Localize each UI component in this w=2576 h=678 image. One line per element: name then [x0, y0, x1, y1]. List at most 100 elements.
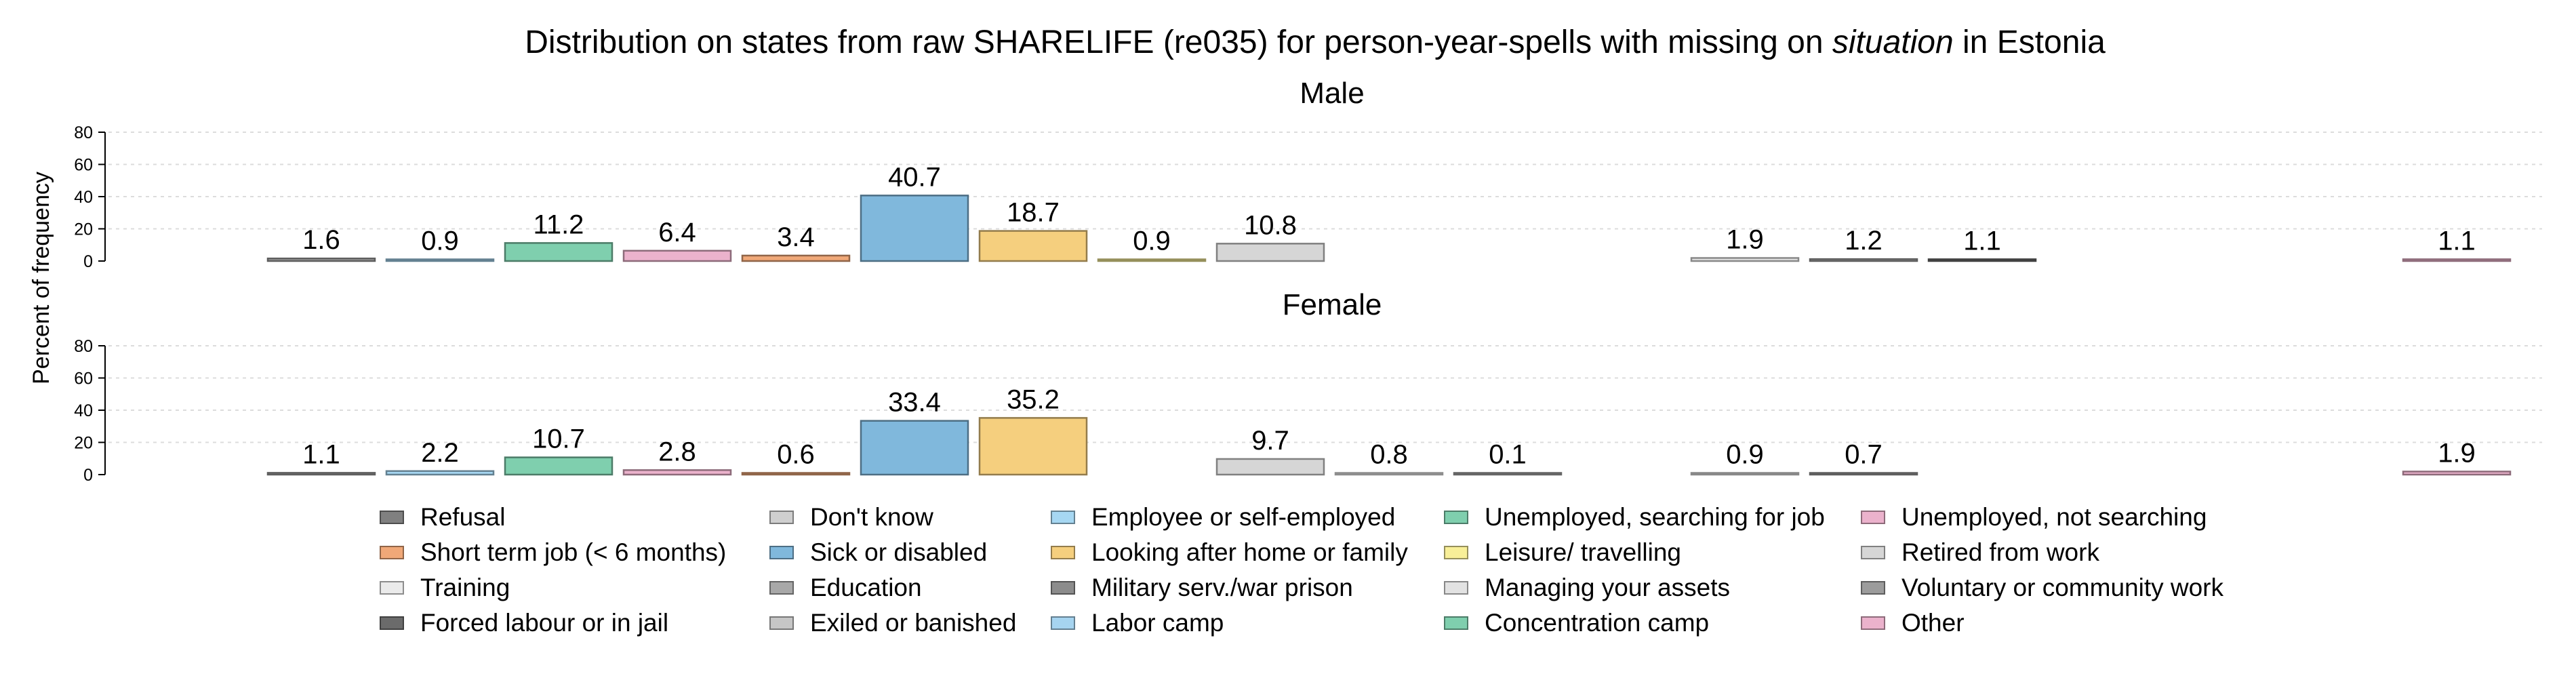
legend-label: Voluntary or community work	[1901, 574, 2224, 601]
legend-swatch	[380, 616, 404, 630]
chart-title-prefix: Distribution on states from raw SHARELIF…	[525, 24, 1832, 60]
data-label-male-5: 40.7	[888, 162, 941, 192]
legend-item: Unemployed, not searching	[1861, 500, 2207, 534]
legend-item: Refusal	[380, 500, 505, 534]
legend-item: Sick or disabled	[769, 536, 987, 570]
y-axis-label: Percent of frequency	[28, 172, 54, 384]
bar-female-9	[1334, 472, 1444, 476]
data-label-female-4: 0.6	[777, 440, 815, 470]
y-tick-label: 40	[74, 401, 93, 420]
legend-label: Sick or disabled	[810, 538, 988, 566]
chart-panels: Male 0 20 40 60 80 1.6 0.9 11.2 6.4 3.4 40.7 18.7 0.9…	[74, 77, 2542, 485]
data-label-female-12: 0.9	[1726, 440, 1764, 470]
legend-swatch	[1444, 546, 1468, 559]
legend-label: Managing your assets	[1485, 574, 1730, 601]
legend-label: Employee or self-employed	[1091, 503, 1396, 531]
data-label-female-13: 0.7	[1845, 440, 1883, 470]
legend-item: Military serv./war prison	[1051, 571, 1353, 605]
data-label-male-8: 10.8	[1244, 210, 1297, 240]
legend-swatch	[1861, 546, 1885, 559]
legend-item: Leisure/ travelling	[1444, 536, 1681, 570]
legend-item: Education	[769, 571, 922, 605]
bar-male-7	[1097, 258, 1207, 262]
legend-item: Forced labour or in jail	[380, 606, 668, 640]
bar-female-10	[1453, 472, 1563, 476]
bar-male-18	[2402, 258, 2512, 262]
legend-label: Concentration camp	[1485, 609, 1710, 637]
data-label-male-3: 6.4	[658, 218, 696, 247]
bar-female-18	[2402, 471, 2512, 476]
data-label-male-14: 1.1	[1963, 226, 2001, 256]
chart-title: Distribution on states from raw SHARELIF…	[525, 24, 2106, 60]
data-label-female-9: 0.8	[1370, 440, 1408, 470]
data-label-female-1: 2.2	[421, 438, 459, 468]
data-label-male-13: 1.2	[1845, 226, 1883, 256]
bar-male-14	[1927, 258, 2037, 262]
data-label-male-0: 1.6	[302, 225, 340, 255]
data-label-male-4: 3.4	[777, 222, 815, 252]
data-label-female-6: 35.2	[1007, 384, 1060, 414]
bar-male-2	[504, 242, 613, 262]
legend-label: Exiled or banished	[810, 609, 1017, 637]
bar-male-8	[1215, 243, 1325, 262]
chart-title-emphasis: situation	[1832, 24, 1954, 60]
data-label-female-3: 2.8	[658, 437, 696, 466]
y-tick-label: 20	[74, 220, 93, 239]
bar-female-12	[1690, 472, 1800, 476]
bar-female-4	[741, 472, 851, 476]
bar-female-2	[504, 456, 613, 476]
legend-swatch	[1051, 511, 1075, 524]
legend-swatch	[769, 616, 794, 630]
legend-swatch	[1051, 616, 1075, 630]
bar-female-1	[385, 470, 495, 476]
data-label-male-12: 1.9	[1726, 224, 1764, 254]
legend-swatch	[1444, 511, 1468, 524]
legend-swatch	[769, 581, 794, 595]
data-label-male-18: 1.1	[2438, 226, 2476, 256]
legend-swatch	[1444, 581, 1468, 595]
data-label-female-18: 1.9	[2438, 438, 2476, 468]
legend-item: Other	[1861, 606, 1965, 640]
legend-swatch	[1444, 616, 1468, 630]
legend-label: Unemployed, searching for job	[1485, 503, 1825, 531]
legend-label: Training	[420, 574, 510, 601]
bar-male-13	[1809, 258, 1918, 262]
legend-item: Voluntary or community work	[1861, 571, 2223, 605]
data-label-female-2: 10.7	[532, 424, 585, 454]
legend-label: Other	[1901, 609, 1965, 637]
legend-item: Managing your assets	[1444, 571, 1730, 605]
bar-female-8	[1215, 458, 1325, 476]
panel-title-male: Male	[1300, 77, 1364, 110]
legend-swatch	[1861, 511, 1885, 524]
bar-female-3	[622, 469, 732, 476]
legend-label: Don't know	[810, 503, 933, 531]
y-tick-label: 20	[74, 434, 93, 453]
y-tick-label: 60	[74, 156, 93, 175]
legend-swatch	[1051, 581, 1075, 595]
data-label-female-10: 0.1	[1489, 440, 1527, 470]
data-label-male-1: 0.9	[421, 226, 459, 256]
legend-label: Leisure/ travelling	[1485, 538, 1681, 566]
y-tick-label: 60	[74, 370, 93, 388]
bar-male-0	[266, 257, 376, 262]
y-tick-label: 40	[74, 188, 93, 207]
legend-swatch	[1861, 616, 1885, 630]
bar-female-6	[978, 417, 1088, 476]
bar-male-12	[1690, 257, 1800, 262]
legend-item: Labor camp	[1051, 606, 1224, 640]
legend-swatch	[1861, 581, 1885, 595]
legend-swatch	[380, 511, 404, 524]
data-label-male-2: 11.2	[534, 210, 584, 239]
bar-male-3	[622, 250, 732, 262]
legend-label: Short term job (< 6 months)	[420, 538, 727, 566]
legend-swatch	[380, 581, 404, 595]
legend-label: Retired from work	[1901, 538, 2099, 566]
legend-swatch	[769, 546, 794, 559]
legend-label: Refusal	[420, 503, 506, 531]
y-tick-label: 80	[74, 123, 93, 142]
legend-item: Short term job (< 6 months)	[380, 536, 726, 570]
data-label-male-6: 18.7	[1007, 198, 1060, 228]
bar-male-4	[741, 254, 851, 262]
chart-title-suffix: in Estonia	[1954, 24, 2106, 60]
